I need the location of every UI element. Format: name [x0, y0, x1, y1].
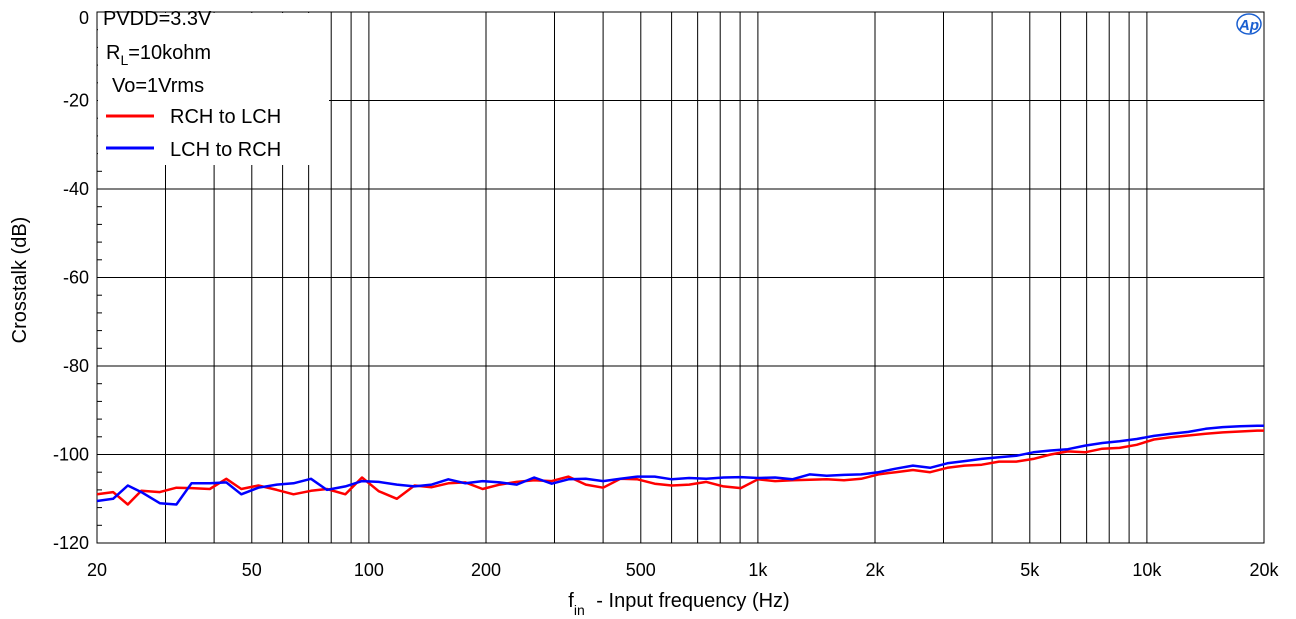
y-tick-label: -60	[63, 268, 89, 288]
y-tick-label: 0	[79, 8, 89, 28]
series-group	[96, 424, 1264, 506]
x-axis-label: fin - Input frequency (Hz)	[568, 590, 789, 618]
series-line-rch-to-lch	[96, 429, 1264, 506]
x-tick-label: 5k	[1020, 560, 1040, 580]
x-tick-label: 20	[87, 560, 107, 580]
ap-logo-ring	[1236, 13, 1262, 35]
plot-frame	[96, 11, 1265, 544]
ap-logo-text: Ap	[1238, 17, 1259, 34]
annotation-supply-voltage: PVDD=3.3V	[103, 8, 212, 30]
y-tick-label: -40	[63, 179, 89, 199]
grid-lines	[97, 11, 1264, 544]
series-line-lch-to-rch	[96, 424, 1264, 506]
x-tick-label: 10k	[1132, 560, 1162, 580]
x-tick-label: 20k	[1249, 560, 1279, 580]
x-tick-label: 2k	[865, 560, 885, 580]
x-tick-label: 200	[471, 560, 501, 580]
y-tick-label: -20	[63, 91, 89, 111]
ap-logo: Ap	[1236, 13, 1262, 35]
annotation-output-voltage: Vo=1Vrms	[112, 75, 204, 97]
y-tick-label: -120	[53, 533, 89, 553]
y-tick-label: -100	[53, 445, 89, 465]
annotation-load-sub: L	[120, 52, 128, 68]
x-tick-label: 500	[626, 560, 656, 580]
x-axis-label-f: f	[568, 590, 574, 612]
x-tick-label: 100	[354, 560, 384, 580]
x-tick-label: 1k	[748, 560, 768, 580]
tick-labels: 20 50 100 200 500 1k 2k 5k 10k 20k 0 -20 -40 -60 -80 -1…	[53, 8, 1280, 580]
legend-background	[98, 13, 329, 165]
y-axis-label: Crosstalk (dB)	[9, 217, 31, 344]
x-tick-label: 50	[242, 560, 262, 580]
annotation-load-resistance: RL=10kohm	[106, 42, 211, 68]
x-axis-label-rest: - Input frequency (Hz)	[591, 590, 790, 612]
y-tick-label: -80	[63, 356, 89, 376]
legend: PVDD=3.3V RL=10kohm Vo=1Vrms RCH to LCH …	[98, 8, 329, 165]
legend-label-rch-to-lch: RCH to LCH	[170, 106, 281, 128]
x-axis-label-sub: in	[574, 602, 585, 618]
annotation-load-value: =10kohm	[128, 42, 211, 64]
legend-label-lch-to-rch: LCH to RCH	[170, 139, 281, 161]
annotation-load-r: R	[106, 42, 120, 64]
